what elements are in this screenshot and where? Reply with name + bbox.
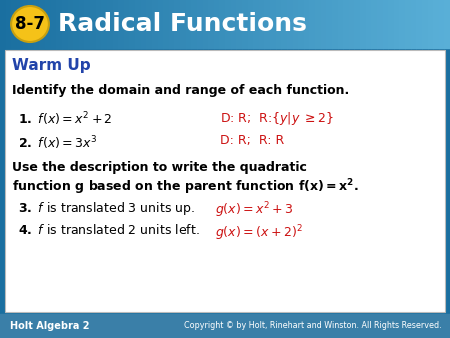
Text: Copyright © by Holt, Rinehart and Winston. All Rights Reserved.: Copyright © by Holt, Rinehart and Winsto… (184, 321, 442, 331)
Text: $\mathbf{2.}$ $f(x) = 3x^3$: $\mathbf{2.}$ $f(x) = 3x^3$ (18, 134, 98, 152)
Text: Holt Algebra 2: Holt Algebra 2 (10, 321, 90, 331)
Text: D: R;  R: R: D: R; R: R (220, 134, 284, 147)
Text: Warm Up: Warm Up (12, 58, 90, 73)
Text: Radical Functions: Radical Functions (58, 12, 307, 36)
Ellipse shape (11, 6, 49, 42)
Text: $\mathbf{1.}$ $f(x) = x^2 + 2$: $\mathbf{1.}$ $f(x) = x^2 + 2$ (18, 110, 112, 128)
Text: Use the description to write the quadratic: Use the description to write the quadrat… (12, 161, 307, 174)
Text: D: R;  R:{$y$|$y$ $\geq$2}: D: R; R:{$y$|$y$ $\geq$2} (220, 110, 334, 127)
FancyBboxPatch shape (5, 50, 445, 312)
Text: Identify the domain and range of each function.: Identify the domain and range of each fu… (12, 84, 349, 97)
Text: $\mathbf{4.}$ $f$ is translated 2 units left.: $\mathbf{4.}$ $f$ is translated 2 units … (18, 223, 200, 237)
Text: function $\mathbf{g}$ based on the parent function $\mathbf{f(x) = x^2}$.: function $\mathbf{g}$ based on the paren… (12, 177, 359, 197)
Text: $\mathbf{3.}$ $f$ is translated 3 units up.: $\mathbf{3.}$ $f$ is translated 3 units … (18, 200, 195, 217)
Text: $g(x) = (x + 2)^2$: $g(x) = (x + 2)^2$ (215, 223, 302, 243)
Text: $g(x) = x^2 + 3$: $g(x) = x^2 + 3$ (215, 200, 293, 220)
Text: 8-7: 8-7 (15, 15, 45, 33)
